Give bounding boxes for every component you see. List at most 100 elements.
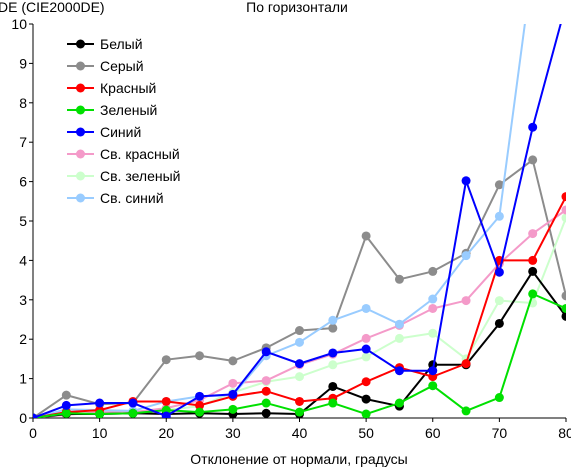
data-point — [328, 398, 338, 408]
data-point — [361, 352, 371, 362]
x-tick-label: 20 — [158, 425, 174, 441]
y-tick-label: 10 — [11, 16, 27, 32]
data-point — [361, 303, 371, 313]
x-tick-label: 50 — [358, 425, 374, 441]
y-tick-label: 9 — [19, 55, 27, 71]
data-point — [61, 400, 71, 410]
y-tick-label: 6 — [19, 174, 27, 190]
data-point — [494, 267, 504, 277]
data-point — [394, 366, 404, 376]
data-point — [394, 333, 404, 343]
x-tick-label: 60 — [425, 425, 441, 441]
data-point — [561, 311, 566, 321]
data-point — [428, 266, 438, 276]
axes: 0 1 2 3 4 5 6 7 8 9 10 0 10 20 30 40 50 60 70 80 — [11, 16, 571, 441]
data-point — [461, 251, 471, 261]
data-point — [428, 381, 438, 391]
y-tick-label: 3 — [19, 292, 27, 308]
y-tick-label: 5 — [19, 213, 27, 229]
legend-label: Белый — [100, 36, 143, 52]
y-axis-title: DE (CIE2000DE) — [0, 0, 105, 15]
data-point — [494, 318, 504, 328]
data-point — [295, 407, 304, 417]
legend-entry: Св. зеленый — [67, 168, 180, 184]
data-point — [261, 376, 271, 386]
data-point — [428, 294, 438, 304]
data-point — [361, 394, 371, 404]
series-6 — [33, 205, 566, 418]
legend-entry: Серый — [67, 58, 144, 74]
data-point — [461, 176, 471, 186]
data-point — [61, 390, 71, 400]
data-point — [461, 406, 471, 416]
series-line — [33, 217, 566, 418]
data-point — [494, 180, 504, 190]
data-point — [95, 398, 105, 408]
data-point — [33, 413, 38, 418]
legend-entry: Красный — [67, 80, 156, 96]
y-tick-label: 8 — [19, 95, 27, 111]
data-point — [394, 398, 404, 408]
legend-label: Красный — [100, 80, 156, 96]
data-point — [195, 407, 205, 417]
data-point — [95, 409, 105, 418]
data-point — [528, 122, 538, 132]
data-point — [561, 205, 566, 215]
legend-label: Синий — [100, 124, 141, 140]
data-point — [195, 351, 205, 361]
legend-marker — [76, 83, 85, 93]
data-point — [328, 323, 338, 333]
x-tick-label: 30 — [225, 425, 241, 441]
data-point — [261, 398, 271, 408]
data-point — [295, 326, 304, 336]
data-point — [261, 408, 271, 418]
legend-marker — [76, 127, 85, 137]
data-point — [528, 155, 538, 165]
data-point — [561, 303, 566, 313]
legend-entry: Синий — [67, 124, 141, 140]
data-point — [195, 391, 205, 401]
legend-entry: Белый — [67, 36, 143, 52]
data-point — [494, 393, 504, 403]
data-point — [228, 389, 238, 399]
series-layer — [33, 0, 571, 418]
data-point — [161, 355, 171, 365]
data-point — [261, 386, 271, 396]
legend-entry: Св. красный — [67, 146, 180, 162]
chart-title: По горизонтали — [246, 0, 348, 15]
data-point — [461, 296, 471, 306]
y-tick-label: 4 — [19, 252, 27, 268]
data-point — [428, 303, 438, 313]
data-point — [528, 255, 538, 265]
data-point — [161, 396, 171, 406]
data-point — [528, 229, 538, 239]
x-tick-label: 40 — [292, 425, 308, 441]
data-point — [328, 315, 338, 325]
legend-marker — [76, 105, 85, 115]
data-point — [394, 319, 404, 329]
legend-marker — [76, 171, 85, 181]
data-point — [494, 296, 504, 306]
legend-marker — [76, 149, 85, 159]
data-point — [562, 0, 571, 9]
data-point — [295, 396, 304, 406]
data-point — [195, 400, 205, 410]
data-point — [361, 333, 371, 343]
legend-label: Зеленый — [100, 102, 157, 118]
data-point — [361, 344, 371, 354]
legend-entry: Зеленый — [67, 102, 157, 118]
data-point — [394, 274, 404, 284]
legend-label: Серый — [100, 58, 144, 74]
data-point — [428, 328, 438, 338]
data-point — [128, 398, 138, 408]
y-tick-label: 2 — [19, 331, 27, 347]
data-point — [228, 356, 238, 366]
series-3 — [33, 192, 566, 418]
legend: Белый Серый Красный Зеленый Синий Св. красный… — [67, 36, 180, 206]
data-point — [328, 360, 338, 370]
legend-marker — [76, 61, 85, 71]
data-point — [561, 213, 566, 223]
legend-marker — [76, 39, 85, 49]
